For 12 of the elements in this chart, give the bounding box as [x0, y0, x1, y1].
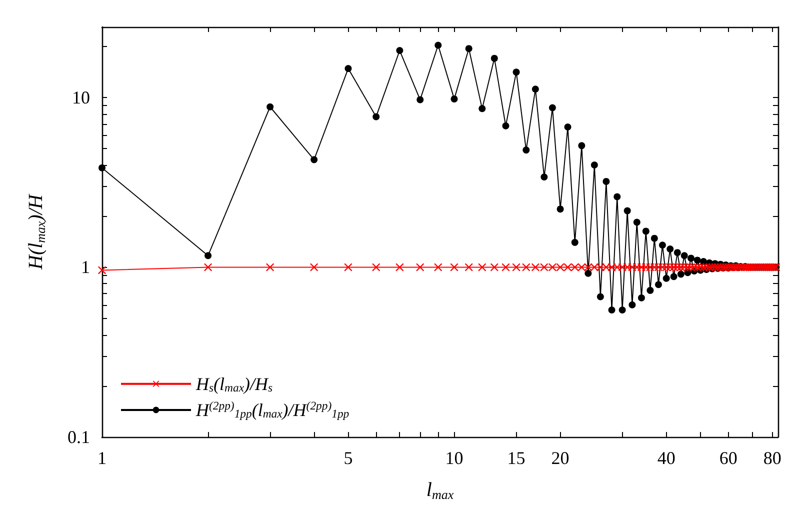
x-tick-label: 80	[763, 448, 782, 468]
x-tick-label: 40	[657, 448, 676, 468]
y-axis-title: H(lmax)/H	[25, 192, 48, 270]
x-tick-label: 10	[445, 448, 464, 468]
x-tick-label: 15	[507, 448, 526, 468]
y-tick-label: 0.1	[68, 427, 90, 447]
x-tick-label: 20	[551, 448, 570, 468]
y-tick-label: 10	[72, 87, 90, 108]
x-tick-label: 1	[98, 448, 106, 468]
y-tick-label: 1	[81, 257, 90, 278]
x-tick-label: 5	[344, 448, 353, 468]
x-tick-label: 60	[719, 448, 738, 468]
